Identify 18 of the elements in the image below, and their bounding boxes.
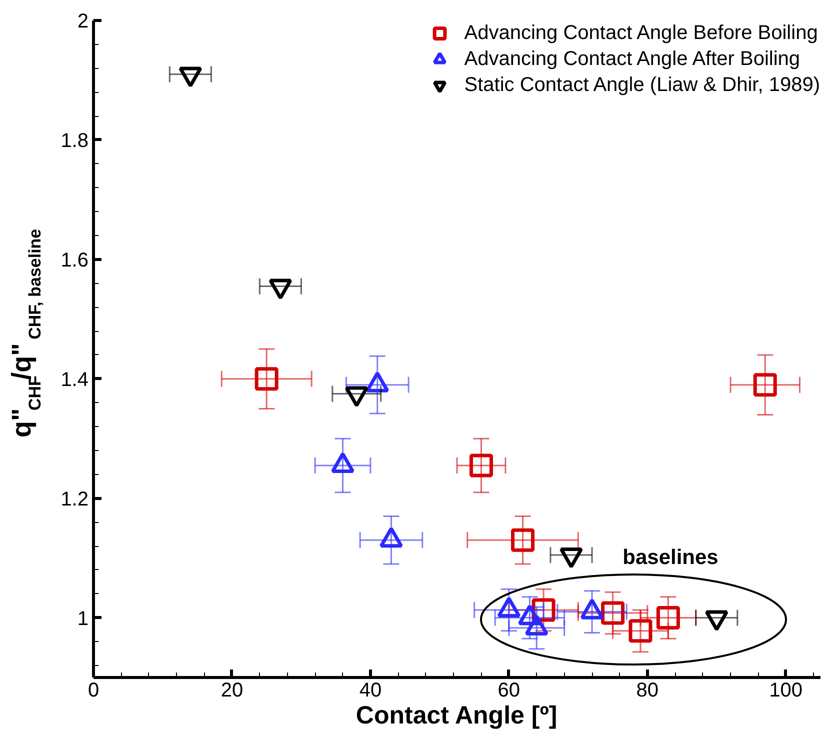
x-axis-title: Contact Angle [º]	[356, 702, 558, 730]
x-tick-label: 20	[220, 680, 244, 702]
legend-label: Advancing Contact Angle Before Boiling	[464, 22, 818, 44]
y-tick-label: 2	[77, 10, 88, 32]
y-tick-label: 1.4	[60, 368, 89, 391]
legend-label: Advancing Contact Angle After Boiling	[464, 48, 800, 70]
x-tick-label: 0	[88, 680, 100, 702]
legend-label: Static Contact Angle (Liaw & Dhir, 1989)	[464, 74, 820, 96]
annotation: baselines	[622, 546, 718, 569]
y-tick-label: 1	[77, 608, 88, 630]
x-tick-label: 40	[359, 680, 382, 702]
y-tick-label: 1.2	[60, 488, 89, 510]
y-tick-label: 1.8	[60, 130, 89, 152]
x-tick-label: 60	[498, 680, 520, 702]
y-tick-label: 1.6	[60, 249, 89, 272]
y-axis-title: q"CHF/q"CHF, baseline	[6, 228, 44, 438]
x-tick-label: 100	[769, 680, 803, 702]
x-tick-label: 80	[636, 680, 659, 702]
